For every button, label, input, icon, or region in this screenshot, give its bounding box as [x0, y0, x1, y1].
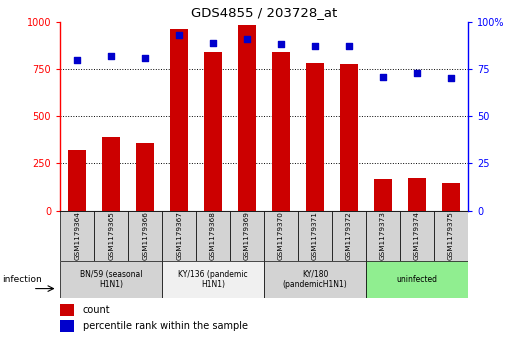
Bar: [162, 211, 196, 261]
Text: infection: infection: [3, 275, 42, 284]
Bar: [374, 179, 392, 211]
Text: GSM1179375: GSM1179375: [448, 212, 454, 260]
Bar: [170, 29, 188, 211]
Bar: [434, 211, 468, 261]
Bar: [162, 261, 264, 298]
Text: count: count: [83, 305, 110, 315]
Point: [175, 32, 184, 38]
Bar: [340, 64, 358, 211]
Bar: [136, 143, 154, 211]
Point: [141, 55, 150, 61]
Bar: [60, 320, 74, 333]
Bar: [442, 183, 460, 211]
Title: GDS4855 / 203728_at: GDS4855 / 203728_at: [191, 6, 337, 19]
Text: GSM1179367: GSM1179367: [176, 212, 182, 260]
Bar: [68, 150, 86, 211]
Bar: [264, 261, 366, 298]
Text: uninfected: uninfected: [396, 275, 438, 284]
Bar: [366, 261, 468, 298]
Bar: [272, 52, 290, 211]
Point: [345, 44, 354, 49]
Text: BN/59 (seasonal
H1N1): BN/59 (seasonal H1N1): [80, 270, 142, 289]
Bar: [408, 178, 426, 211]
Bar: [230, 211, 264, 261]
Bar: [204, 52, 222, 211]
Point: [107, 53, 116, 59]
Text: GSM1179374: GSM1179374: [414, 212, 420, 260]
Point: [73, 57, 82, 62]
Bar: [60, 211, 94, 261]
Bar: [196, 211, 230, 261]
Text: GSM1179371: GSM1179371: [312, 212, 318, 260]
Bar: [128, 211, 162, 261]
Bar: [298, 211, 332, 261]
Text: GSM1179368: GSM1179368: [210, 212, 216, 260]
Text: GSM1179364: GSM1179364: [74, 212, 80, 260]
Text: GSM1179369: GSM1179369: [244, 212, 250, 260]
Text: KY/180
(pandemicH1N1): KY/180 (pandemicH1N1): [283, 270, 347, 289]
Bar: [60, 261, 162, 298]
Point: [243, 36, 252, 42]
Bar: [306, 63, 324, 211]
Point: [209, 40, 218, 45]
Bar: [366, 211, 400, 261]
Point: [311, 44, 320, 49]
Point: [277, 41, 286, 47]
Bar: [94, 211, 128, 261]
Text: GSM1179372: GSM1179372: [346, 212, 352, 260]
Text: GSM1179366: GSM1179366: [142, 212, 148, 260]
Text: KY/136 (pandemic
H1N1): KY/136 (pandemic H1N1): [178, 270, 248, 289]
Point: [413, 70, 422, 76]
Bar: [238, 25, 256, 211]
Bar: [60, 303, 74, 316]
Bar: [332, 211, 366, 261]
Point: [447, 76, 456, 81]
Text: GSM1179373: GSM1179373: [380, 212, 386, 260]
Bar: [400, 211, 434, 261]
Text: GSM1179370: GSM1179370: [278, 212, 284, 260]
Text: GSM1179365: GSM1179365: [108, 212, 114, 260]
Point: [379, 74, 388, 79]
Bar: [102, 137, 120, 211]
Text: percentile rank within the sample: percentile rank within the sample: [83, 321, 247, 331]
Bar: [264, 211, 298, 261]
